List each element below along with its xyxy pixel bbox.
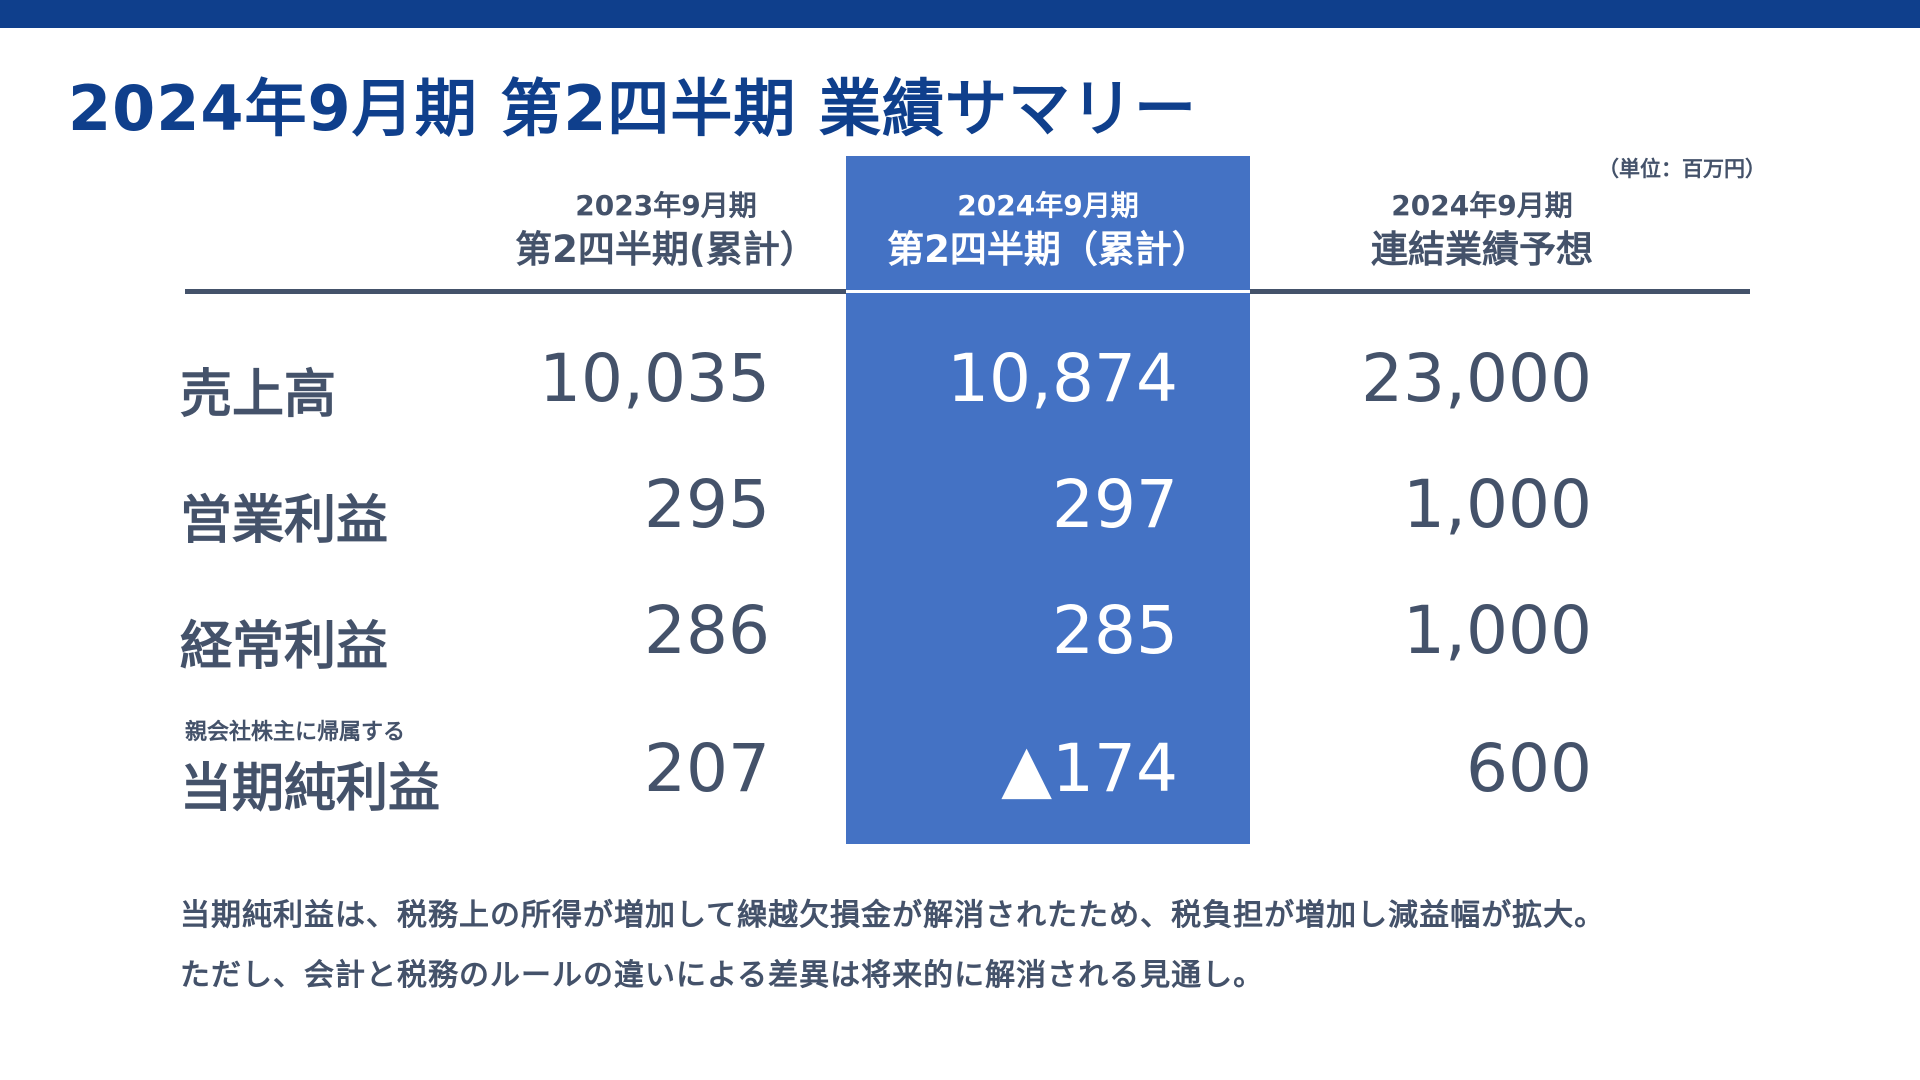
- ordinary-profit-prev-value: 286: [644, 592, 770, 669]
- header-divider-left: [185, 289, 846, 294]
- column-header-current-year: 2024年9月期: [957, 189, 1139, 222]
- column-header-current-period: 第2四半期（累計）: [887, 228, 1209, 271]
- row-label-net-income-prefix: 親会社株主に帰属する: [185, 720, 406, 745]
- sales-forecast-value: 23,000: [1361, 340, 1592, 417]
- column-header-prev-period: 第2四半期(累計）: [515, 228, 817, 271]
- current-period-highlight: [846, 156, 1250, 844]
- row-label-net-income: 当期純利益: [180, 759, 441, 819]
- note-line-2: ただし、会計と税務のルールの違いによる差異は将来的に解消される見通し。: [180, 958, 1265, 993]
- top-accent-bar: [0, 0, 1920, 28]
- operating-profit-forecast-value: 1,000: [1403, 466, 1592, 543]
- net-income-current-value: ▲174: [1001, 730, 1178, 807]
- sales-current-value: 10,874: [947, 340, 1178, 417]
- operating-profit-prev-value: 295: [644, 466, 770, 543]
- header-divider-right: [1250, 289, 1750, 294]
- column-header-forecast: 2024年9月期 連結業績予想: [1310, 186, 1654, 274]
- row-label-sales: 売上高: [180, 365, 337, 425]
- column-header-forecast-title: 連結業績予想: [1371, 228, 1593, 271]
- header-divider-mid: [846, 290, 1250, 293]
- sales-prev-value: 10,035: [539, 340, 770, 417]
- column-header-prev-year: 2023年9月期: [575, 189, 757, 222]
- column-header-current: 2024年9月期 第2四半期（累計）: [846, 186, 1250, 274]
- ordinary-profit-current-value: 285: [1052, 592, 1178, 669]
- page-title: 2024年9月期 第2四半期 業績サマリー: [68, 72, 1198, 145]
- row-label-operating-profit: 営業利益: [180, 491, 389, 551]
- operating-profit-current-value: 297: [1052, 466, 1178, 543]
- net-income-forecast-value: 600: [1466, 730, 1592, 807]
- unit-note: （単位：百万円）: [1598, 157, 1766, 181]
- column-header-forecast-year: 2024年9月期: [1391, 189, 1573, 222]
- ordinary-profit-forecast-value: 1,000: [1403, 592, 1592, 669]
- row-label-ordinary-profit: 経常利益: [180, 617, 389, 677]
- note-line-1: 当期純利益は、税務上の所得が増加して繰越欠損金が解消されたため、税負担が増加し減…: [180, 898, 1606, 933]
- column-header-prev: 2023年9月期 第2四半期(累計）: [506, 186, 826, 274]
- net-income-prev-value: 207: [644, 730, 770, 807]
